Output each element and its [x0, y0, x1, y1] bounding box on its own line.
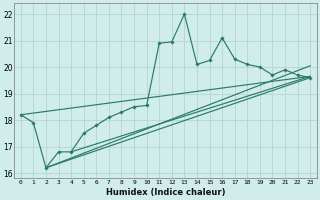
X-axis label: Humidex (Indice chaleur): Humidex (Indice chaleur): [106, 188, 225, 197]
